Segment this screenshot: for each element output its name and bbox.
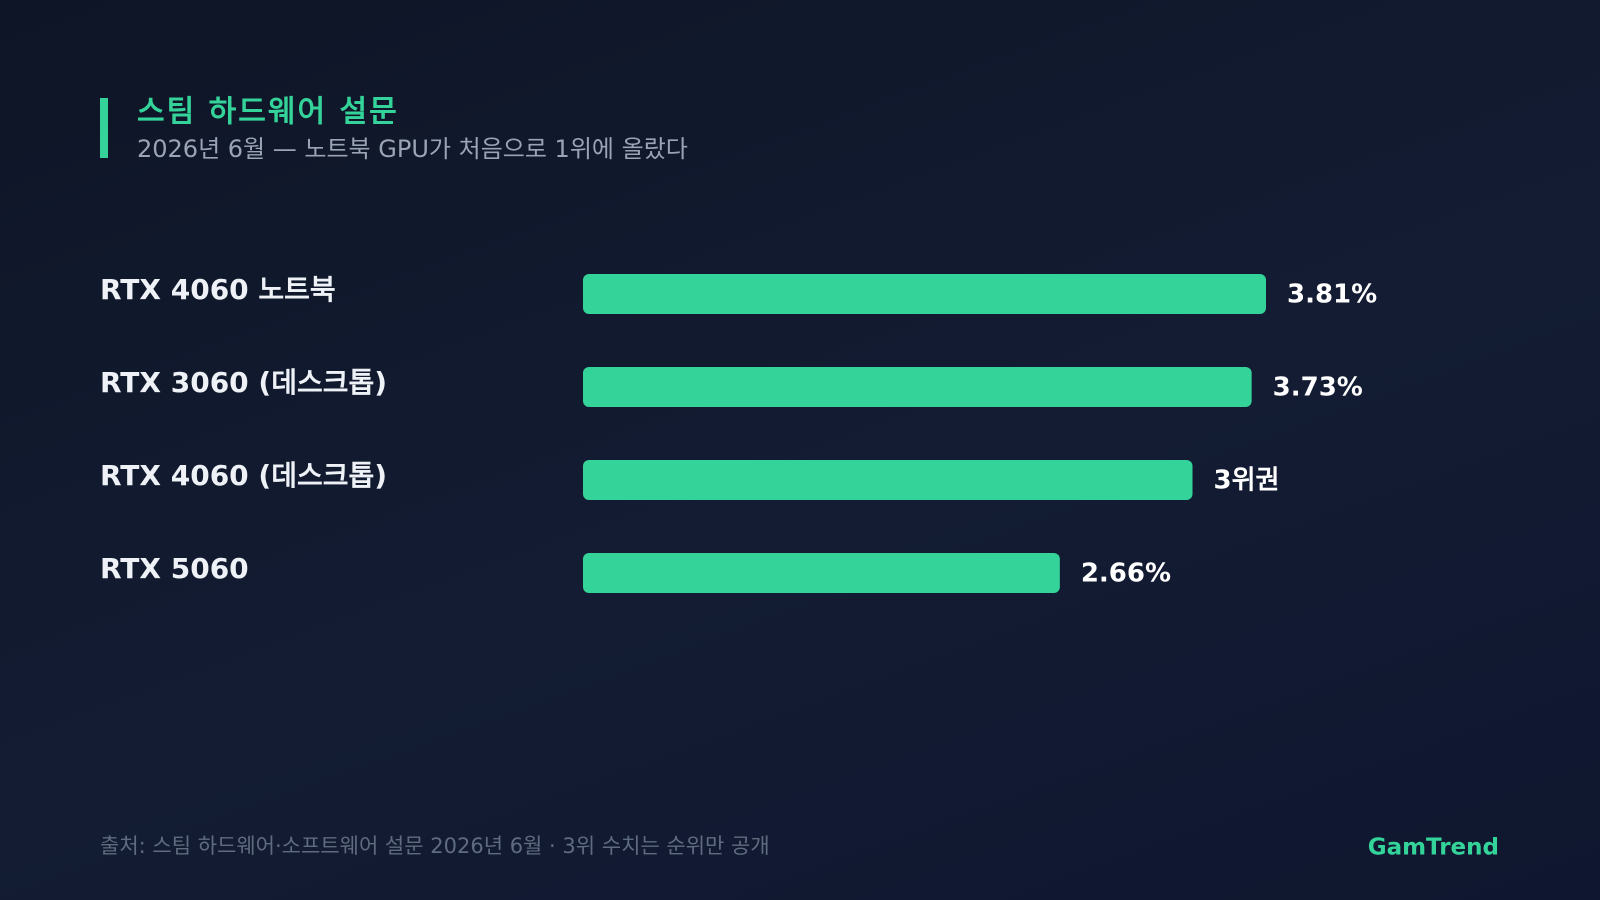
bar <box>583 553 1060 593</box>
brand: GamTrend <box>1368 835 1499 861</box>
chart-title: 스팀 하드웨어 설문 <box>137 95 399 130</box>
bar <box>583 274 1266 314</box>
value-label: 3.73% <box>1273 373 1363 403</box>
category-label: RTX 4060 노트북 <box>100 273 336 306</box>
source-note: 출처: 스팀 하드웨어·소프트웨어 설문 2026년 6월 · 3위 수치는 순… <box>100 834 770 858</box>
title-accent <box>100 98 108 158</box>
category-label: RTX 4060 (데스크톱) <box>100 459 387 492</box>
value-label: 3위권 <box>1214 466 1280 496</box>
value-label: 3.81% <box>1287 280 1377 310</box>
bar <box>583 367 1252 407</box>
value-label: 2.66% <box>1081 559 1171 589</box>
category-label: RTX 5060 <box>100 552 249 585</box>
bar <box>583 460 1193 500</box>
chart-subtitle: 2026년 6월 — 노트북 GPU가 처음으로 1위에 올랐다 <box>137 135 688 163</box>
category-label: RTX 3060 (데스크톱) <box>100 366 387 399</box>
